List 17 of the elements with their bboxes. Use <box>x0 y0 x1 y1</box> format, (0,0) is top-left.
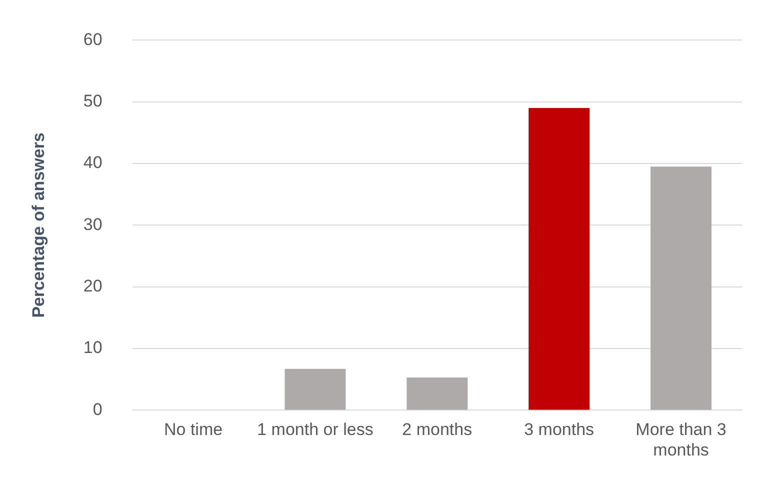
y-tick-label: 0 <box>92 400 102 419</box>
y-tick-label: 50 <box>83 92 102 111</box>
y-tick-label: 20 <box>83 276 102 296</box>
x-tick-label: 2 months <box>402 420 472 440</box>
x-tick-label: 3 months <box>524 420 594 440</box>
y-tick-label: 10 <box>83 338 102 358</box>
y-tick-label: 30 <box>83 214 102 234</box>
y-tick-label: 40 <box>83 153 102 172</box>
x-tick-label: No time <box>164 420 223 440</box>
y-tick-label: 60 <box>83 30 102 49</box>
bar <box>284 368 346 410</box>
x-tick-label: 1 month or less <box>257 420 374 440</box>
y-axis-title: Percentage of answers <box>28 132 48 318</box>
bar <box>528 108 590 410</box>
bar <box>406 378 468 410</box>
bar <box>650 166 712 410</box>
x-tick-label: More than 3 months <box>636 420 726 460</box>
